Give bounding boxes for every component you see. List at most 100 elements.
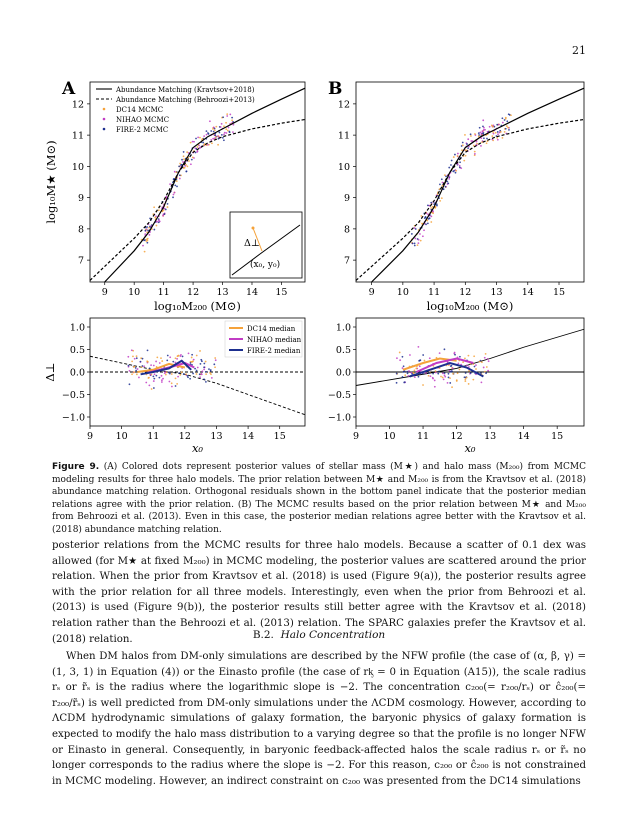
residual-dot <box>478 360 481 363</box>
fire2-dot <box>146 241 149 244</box>
fire2-dot <box>448 166 451 169</box>
body-paragraph-1: posterior relations from the MCMC result… <box>52 540 586 645</box>
residual-dot <box>214 366 216 369</box>
residual-dot <box>181 355 184 358</box>
y-tick-label: 1.0 <box>336 323 351 334</box>
fire2-dot <box>450 159 453 162</box>
x-tick-label: 13 <box>210 431 222 442</box>
x-axis-label: x₀ <box>192 441 203 455</box>
dc14-dot <box>186 151 189 154</box>
residual-dot <box>160 381 163 383</box>
fire2-dot <box>205 130 208 132</box>
residual-dot <box>484 370 486 373</box>
residual-dot <box>209 369 212 371</box>
residual-dot <box>153 373 156 376</box>
residual-dot <box>482 366 485 369</box>
residual-dot <box>182 373 185 375</box>
dc14-dot <box>504 116 507 119</box>
dc14-dot <box>223 125 225 128</box>
residual-dot <box>158 376 161 379</box>
x-tick-label: 12 <box>179 431 191 442</box>
residual-dot <box>152 375 155 378</box>
residual-dot <box>205 373 208 376</box>
nihao-dot <box>432 210 434 213</box>
residual-dot <box>140 366 143 369</box>
nihao-dot <box>467 138 470 141</box>
dc14-dot <box>463 159 466 162</box>
residual-dot <box>454 353 456 356</box>
behroozi-relation-line <box>355 118 585 281</box>
dc14-dot <box>162 209 165 212</box>
residual-legend: DC14 median NIHAO median FIRE-2 median <box>224 320 303 358</box>
x-tick-label: 9 <box>102 287 108 298</box>
x-tick-label: 15 <box>553 287 565 298</box>
residual-dot <box>180 371 183 374</box>
residual-dot <box>141 357 144 360</box>
figure-caption: Figure 9. (A) Colored dots represent pos… <box>52 461 586 537</box>
residual-dot <box>152 380 155 382</box>
x-tick-label: 11 <box>147 431 159 442</box>
residual-dot <box>176 383 179 385</box>
residual-dot <box>208 368 210 371</box>
residual-dot <box>189 360 192 363</box>
residual-dot <box>131 360 134 363</box>
dc14-dot <box>434 206 437 209</box>
nihao-dot <box>480 133 483 136</box>
nihao-dot <box>172 193 175 196</box>
residual-dot <box>412 372 415 375</box>
fire2-dot <box>454 171 457 174</box>
residual-dot <box>403 370 406 373</box>
y-tick-label: 12 <box>338 99 350 110</box>
fire2-dot <box>435 203 438 206</box>
fire2-dot <box>182 151 185 153</box>
nihao-dot <box>232 123 235 126</box>
residual-dot <box>135 369 138 372</box>
nihao-dot <box>496 138 499 141</box>
x-tick-label: 10 <box>397 287 409 298</box>
residual-dot <box>152 364 155 367</box>
residual-dot <box>413 376 416 379</box>
y-tick-label: 10 <box>72 162 84 173</box>
residual-dot <box>438 352 441 354</box>
x-tick-label: 10 <box>116 431 128 442</box>
fire2-dot <box>478 126 481 129</box>
dc14-dot <box>492 125 494 128</box>
residual-dot <box>438 370 441 373</box>
residual-dot <box>418 365 421 368</box>
dc14-dot <box>440 197 443 200</box>
nihao-dot <box>232 131 234 133</box>
y-tick-label: 0.5 <box>336 345 351 356</box>
residual-dot <box>195 354 198 357</box>
residual-dot <box>187 352 190 355</box>
nihao-dot <box>193 140 195 143</box>
dc14-dot <box>501 136 504 139</box>
dc14-dot <box>196 146 199 148</box>
nihao-dot <box>173 191 176 194</box>
dc14-dot <box>226 129 229 132</box>
residual-dot <box>128 383 131 386</box>
residual-panel-b: 9 10 11 12 13 14 15 1.0 0.5 0.0 −0.5 −1.0 x₀ <box>328 317 585 455</box>
fire2-dot <box>214 134 217 137</box>
residual-dot <box>455 380 458 382</box>
fire2-dot <box>411 242 414 245</box>
nihao-dot <box>419 233 421 235</box>
nihao-dot <box>203 135 206 138</box>
dc14-dot <box>455 169 458 172</box>
inset-relation-line <box>231 224 301 276</box>
panel-label: A <box>61 79 76 99</box>
panel-label: B <box>328 79 342 99</box>
residual-dot <box>166 354 169 357</box>
dc14-dot <box>461 149 463 152</box>
fire2-dot <box>218 131 221 134</box>
dc14-dot <box>507 126 509 129</box>
dc14-dot <box>491 135 494 138</box>
residual-dot <box>200 358 203 361</box>
legend-entry: Abundance Matching (Behroozi+2013) <box>115 96 255 104</box>
dc14-dot <box>496 136 499 139</box>
nihao-dot <box>458 164 461 167</box>
fire2-dot <box>450 164 452 166</box>
residual-dot <box>464 380 467 382</box>
x-tick-label: 13 <box>216 287 228 298</box>
residual-dot <box>194 367 196 370</box>
residual-dot <box>210 373 212 376</box>
